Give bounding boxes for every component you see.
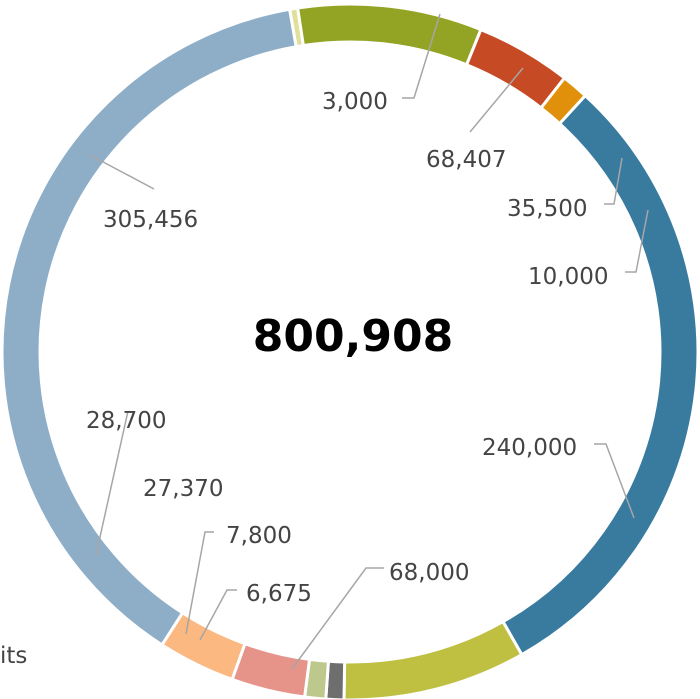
legend-fragment: its bbox=[0, 643, 27, 669]
leader-line bbox=[95, 410, 129, 556]
donut-segment-240000 bbox=[500, 93, 700, 657]
leader-line bbox=[291, 567, 384, 670]
data-label-6675: 6,675 bbox=[246, 581, 312, 607]
leader-line bbox=[625, 209, 649, 273]
total-value: 800,908 bbox=[253, 311, 453, 362]
data-label-7800: 7,800 bbox=[226, 523, 292, 549]
data-label-305456: 305,456 bbox=[103, 207, 198, 233]
leader-line bbox=[185, 531, 214, 635]
leader-line bbox=[604, 157, 623, 205]
data-label-35500: 35,500 bbox=[507, 196, 587, 222]
leader-line bbox=[402, 13, 441, 99]
data-label-27370: 27,370 bbox=[143, 476, 223, 502]
donut-segment-68000 bbox=[342, 619, 524, 699]
donut-segment-27370 bbox=[230, 641, 312, 699]
donut-segment-68407 bbox=[295, 2, 483, 67]
data-label-68407: 68,407 bbox=[426, 147, 506, 173]
data-label-28700: 28,700 bbox=[86, 408, 166, 434]
data-labels: 3,000 68,407 35,500 10,000 240,000 68,00… bbox=[86, 89, 608, 607]
leader-line bbox=[89, 154, 155, 190]
data-label-68000: 68,000 bbox=[389, 560, 469, 586]
data-label-10000: 10,000 bbox=[528, 264, 608, 290]
leader-line bbox=[199, 589, 237, 641]
leader-line bbox=[469, 67, 524, 133]
data-label-3000: 3,000 bbox=[322, 89, 388, 115]
leader-lines bbox=[89, 13, 649, 670]
data-label-240000: 240,000 bbox=[482, 435, 577, 461]
leader-line bbox=[594, 443, 635, 519]
donut-segment-305456 bbox=[0, 7, 298, 647]
